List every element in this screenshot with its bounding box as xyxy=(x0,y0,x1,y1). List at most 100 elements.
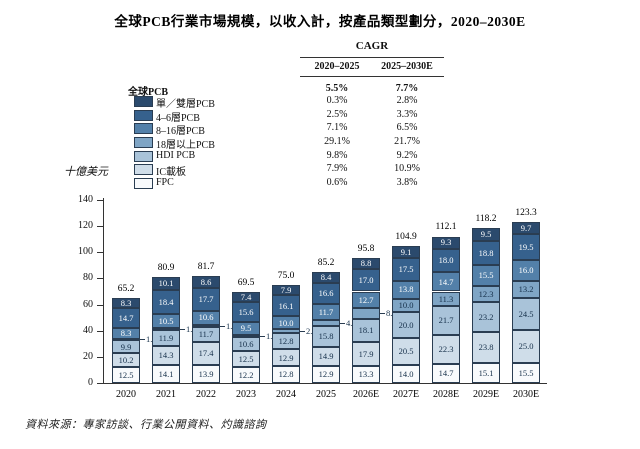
y-axis-tick xyxy=(97,330,103,332)
bar-segment: 15.6 xyxy=(232,301,260,323)
bar-segment: 12.8 xyxy=(272,332,300,350)
segment-value-label: 10.2 xyxy=(118,354,134,365)
segment-value-label: 10.5 xyxy=(158,315,174,326)
bar-total-label: 85.2 xyxy=(317,257,335,268)
bar-segment: 12.7 xyxy=(352,291,380,309)
bar-segment xyxy=(272,329,300,333)
y-axis-line xyxy=(103,198,104,383)
y-tick-label: 60 xyxy=(83,298,93,310)
segment-value-label: 17.7 xyxy=(198,293,214,304)
callout-line xyxy=(340,322,345,324)
bar-segment: 15.8 xyxy=(312,326,340,347)
callout-line xyxy=(260,335,265,337)
bar-segment: 14.0 xyxy=(392,364,420,383)
segment-value-label: 10.1 xyxy=(158,278,174,289)
bar-segment: 16.0 xyxy=(512,259,540,281)
bar-segment xyxy=(312,319,340,326)
callout-line xyxy=(220,325,225,327)
segment-value-label: 14.1 xyxy=(158,368,174,379)
bar-segment: 20.0 xyxy=(392,311,420,338)
cagr-value-cell: 7.1% xyxy=(326,122,348,134)
bar-total-label: 112.1 xyxy=(435,222,457,233)
bar-segment: 24.5 xyxy=(512,298,540,331)
bar-segment: 18.4 xyxy=(152,290,180,315)
legend-swatch-5 xyxy=(134,150,153,162)
segment-value-label: 8.3 xyxy=(120,327,132,338)
bar-segment: 8.3 xyxy=(112,327,140,339)
segment-value-label: 18.1 xyxy=(358,325,374,336)
legend-swatch-1 xyxy=(134,95,153,107)
legend-item-label: FPC xyxy=(156,176,174,188)
bar-segment: 12.8 xyxy=(272,366,300,383)
bar-segment: 7.4 xyxy=(232,292,260,302)
bar-segment: 9.5 xyxy=(472,228,500,241)
callout-value-label: 8.0 xyxy=(386,309,397,318)
bar-total-label: 65.2 xyxy=(117,283,135,294)
segment-value-label: 10.0 xyxy=(398,299,414,310)
bar-segment: 9.9 xyxy=(112,340,140,354)
bar-segment: 14.7 xyxy=(432,363,460,383)
cagr-value-cell: 10.9% xyxy=(394,163,420,175)
cagr-value-cell: 9.8% xyxy=(326,149,348,161)
segment-value-label: 16.0 xyxy=(518,265,534,276)
segment-value-label: 12.5 xyxy=(238,353,254,364)
cagr-value-cell: 7.7% xyxy=(395,82,419,94)
bar-segment: 15.5 xyxy=(472,265,500,286)
bar-segment: 13.2 xyxy=(512,280,540,299)
legend-swatch-2 xyxy=(134,109,153,121)
cagr-value-cell: 2.8% xyxy=(396,94,418,106)
segment-value-label: 12.8 xyxy=(278,369,294,380)
x-axis-category-label: 2025 xyxy=(316,389,336,400)
y-axis-tick xyxy=(97,252,103,254)
segment-value-label: 13.2 xyxy=(518,284,534,295)
bar-segment: 17.4 xyxy=(192,342,220,365)
bar-segment: 14.7 xyxy=(112,308,140,328)
segment-value-label: 10.0 xyxy=(278,317,294,328)
callout-value-label: 1.7 xyxy=(186,325,197,334)
legend-swatch-6 xyxy=(134,164,153,176)
cagr-value-cell: 2.5% xyxy=(326,108,348,120)
bar-segment: 12.2 xyxy=(232,367,260,383)
segment-value-label: 18.0 xyxy=(438,255,454,266)
bar-segment xyxy=(152,328,180,331)
bar-segment: 11.7 xyxy=(192,326,220,343)
bar-segment: 14.9 xyxy=(312,346,340,367)
callout-value-label: 4.9 xyxy=(346,319,357,328)
callout-line xyxy=(180,329,185,331)
bar-segment: 12.9 xyxy=(272,349,300,367)
y-tick-label: 140 xyxy=(78,194,93,205)
cagr-rule-bottom xyxy=(300,76,444,77)
x-axis-category-label: 2029E xyxy=(472,389,500,400)
segment-value-label: 11.7 xyxy=(318,306,334,317)
y-axis-tick xyxy=(97,226,103,228)
segment-value-label: 7.9 xyxy=(280,284,292,295)
segment-value-label: 17.0 xyxy=(358,275,374,286)
bar-segment: 8.3 xyxy=(112,297,140,309)
segment-value-label: 9.3 xyxy=(440,237,452,248)
y-tick-label: 100 xyxy=(78,246,93,258)
bar-segment: 9.7 xyxy=(512,221,540,235)
bar-segment: 10.0 xyxy=(392,298,420,312)
bar-segment: 18.0 xyxy=(432,248,460,273)
bar-total-label: 75.0 xyxy=(277,270,295,281)
segment-value-label: 24.5 xyxy=(518,308,534,319)
x-axis-category-label: 2020 xyxy=(116,389,136,400)
bar-segment xyxy=(232,334,260,337)
cagr-rule-top xyxy=(300,57,444,58)
bar-segment: 8.8 xyxy=(352,257,380,270)
bar-segment: 19.5 xyxy=(512,234,540,260)
bar-segment: 13.9 xyxy=(192,364,220,383)
segment-value-label: 22.3 xyxy=(438,343,454,354)
cagr-value-cell: 3.8% xyxy=(396,176,418,188)
callout-value-label: 1.7 xyxy=(226,322,237,331)
segment-value-label: 11.7 xyxy=(198,329,214,340)
bar-segment: 22.3 xyxy=(432,334,460,364)
segment-value-label: 23.8 xyxy=(478,342,494,353)
cagr-value-cell: 9.2% xyxy=(396,149,418,161)
legend-item-label: IC載板 xyxy=(156,167,186,179)
source-note: 資料來源：專家訪談、行業公開資料、灼識諮詢 xyxy=(25,419,267,431)
legend-item-label: HDI PCB xyxy=(156,149,196,161)
segment-value-label: 15.5 xyxy=(478,270,494,281)
bar-segment: 10.6 xyxy=(192,310,220,325)
